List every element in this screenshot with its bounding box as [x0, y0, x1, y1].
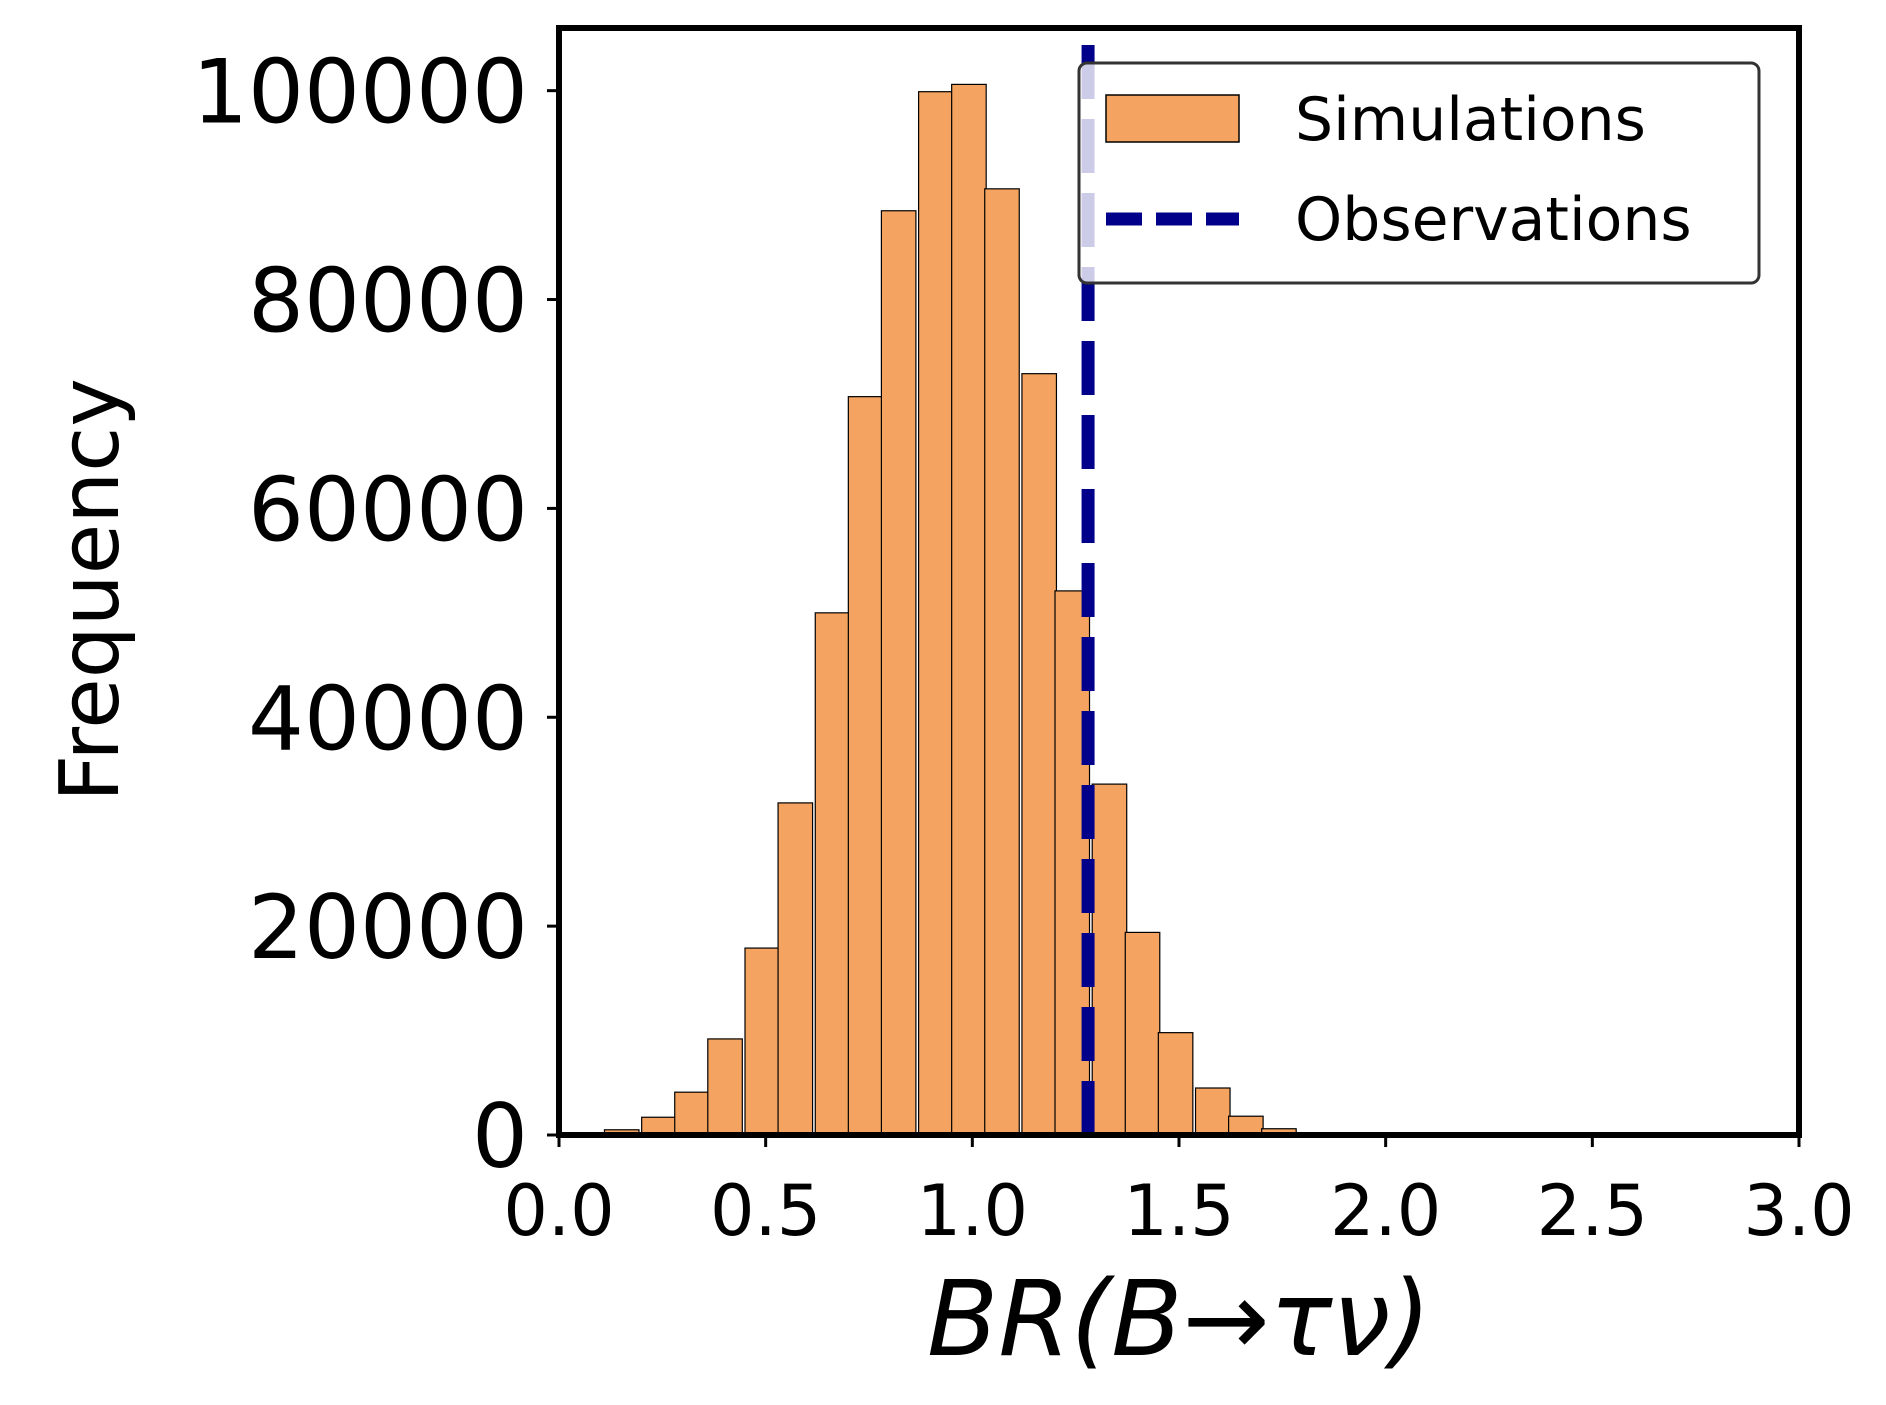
histogram-bar-11: [951, 83, 987, 1136]
y-tick-label: 0: [472, 1085, 528, 1188]
histogram-bar-12: [984, 188, 1020, 1136]
legend-box: [1077, 61, 1761, 285]
histogram-bar-13: [1021, 373, 1058, 1136]
histogram-bar-4: [707, 1038, 743, 1136]
y-axis: 0 20000 40000 60000 80000 100000: [192, 41, 559, 1188]
histogram-bar-17: [1157, 1032, 1194, 1136]
y-tick-label: 40000: [248, 667, 528, 770]
x-tick-label: 0.0: [503, 1170, 614, 1252]
x-tick-label: 3.0: [1743, 1170, 1854, 1252]
histogram-bar-8: [847, 396, 884, 1136]
y-tick-label: 60000: [248, 458, 528, 561]
x-tick-label: 2.5: [1537, 1170, 1648, 1252]
histogram-bar-7: [814, 612, 851, 1136]
y-tick-label: 100000: [192, 41, 528, 144]
x-tick-label: 1.5: [1123, 1170, 1234, 1252]
histogram-bar-5: [744, 947, 781, 1136]
histogram-bar-10: [917, 91, 954, 1136]
y-tick-label: 20000: [248, 876, 528, 979]
x-tick-label: 1.0: [917, 1170, 1028, 1252]
histogram-bar-16: [1124, 931, 1161, 1136]
x-axis-title: BR(B→τν): [927, 1258, 1431, 1380]
y-axis-title: Frequency: [43, 378, 138, 802]
histogram-bar-18: [1194, 1087, 1231, 1136]
histogram-bar-3: [674, 1091, 710, 1136]
x-axis: 0.0 0.5 1.0 1.5 2.0 2.5 3.0: [503, 1135, 1855, 1252]
histogram-bar-15: [1091, 783, 1128, 1136]
legend-label-observations: Observations: [1295, 185, 1692, 255]
x-tick-label: 0.5: [710, 1170, 821, 1252]
histogram-bar-9: [880, 210, 917, 1136]
x-tick-label: 2.0: [1330, 1170, 1441, 1252]
legend-swatch-simulations: [1105, 94, 1240, 143]
histogram-bars: [570, 83, 1334, 1136]
legend: Simulations Observations: [1077, 61, 1761, 285]
y-tick-label: 80000: [248, 250, 528, 353]
legend-label-simulations: Simulations: [1295, 85, 1646, 155]
histogram-bar-6: [777, 802, 814, 1136]
